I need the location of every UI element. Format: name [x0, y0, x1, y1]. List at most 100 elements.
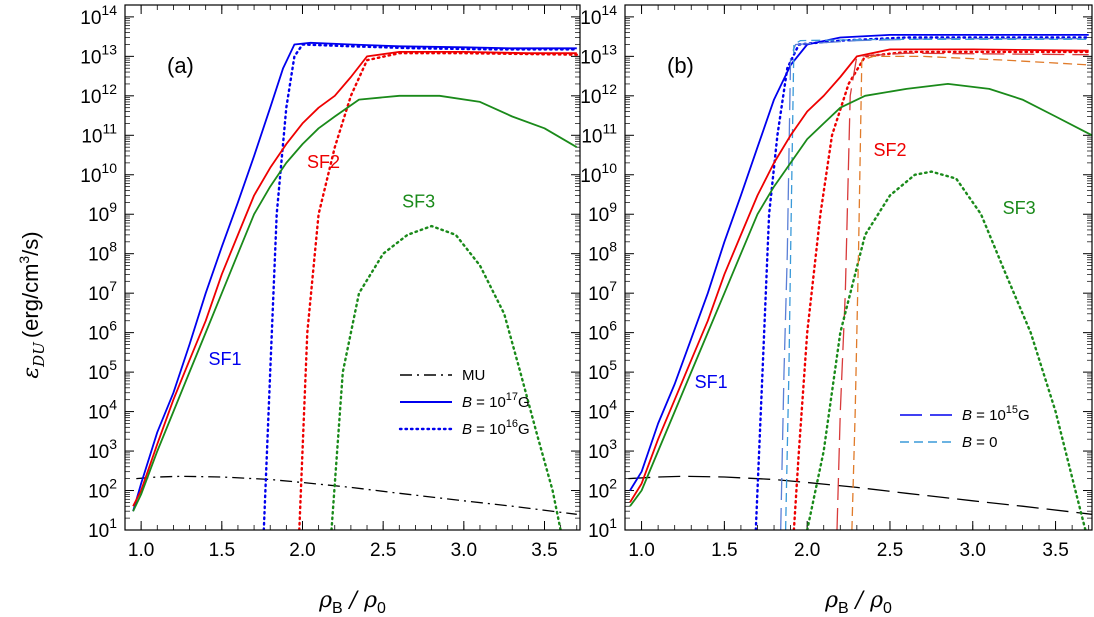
y-tick-label: 106	[588, 318, 617, 345]
y-axis-label-sup: 3	[16, 256, 32, 264]
y-tick-exponent: 7	[609, 278, 617, 294]
y-tick-label: 104	[588, 397, 617, 424]
legend-label-unit: G	[518, 421, 530, 438]
y-tick-base: 10	[588, 363, 609, 384]
y-tick-exponent: 3	[609, 436, 617, 452]
y-tick-exponent: 4	[609, 397, 617, 413]
legend-label-eq: = 10	[972, 407, 1006, 424]
y-tick-base: 10	[88, 205, 109, 226]
y-axis-label-unit: (erg/cm	[18, 264, 43, 339]
y-tick-label: 107	[88, 278, 117, 305]
x-axis-label-part: 0	[883, 600, 892, 617]
y-tick-exponent: 2	[109, 476, 117, 492]
y-tick-exponent: 5	[609, 357, 617, 373]
series-line-sf2-b-1e17g	[629, 48, 1089, 503]
y-tick-base: 10	[88, 324, 109, 345]
y-tick-base: 10	[88, 521, 109, 542]
y-tick-base: 10	[88, 245, 109, 266]
y-tick-base: 10	[588, 284, 609, 305]
y-axis-label-subscript: DU	[30, 341, 48, 368]
y-tick-exponent: 3	[109, 436, 117, 452]
legend-label-unit: G	[1018, 407, 1030, 424]
series-line-sf3-b-1e16g	[330, 224, 562, 530]
y-tick-exponent: 10	[601, 160, 617, 176]
y-tick-base: 10	[580, 87, 601, 108]
y-tick-label: 109	[88, 199, 117, 226]
x-axis-label: ρB / ρ0	[318, 588, 386, 617]
series-line-sf1-b-0	[784, 38, 1089, 530]
y-axis-label-symbol: ε	[19, 367, 44, 379]
y-tick-exponent: 2	[609, 476, 617, 492]
y-tick-base: 10	[580, 8, 601, 29]
y-tick-base: 10	[80, 166, 101, 187]
y-tick-base: 10	[588, 403, 609, 424]
legend-label-var: B	[962, 434, 972, 451]
x-axis-label-part: B	[838, 600, 849, 617]
y-tick-label: 101	[88, 515, 117, 542]
y-tick-base: 10	[88, 363, 109, 384]
legend-label: MU	[462, 367, 485, 384]
series-line-sf2-b-1e15g	[836, 52, 1089, 530]
series-line-sf2-b-1e17g	[132, 51, 577, 507]
y-tick-base: 10	[588, 482, 609, 503]
y-tick-exponent: 12	[601, 81, 617, 97]
x-tick-label: 2.0	[289, 540, 315, 561]
y-tick-label: 107	[588, 278, 617, 305]
legend-label-var: B	[962, 407, 972, 424]
x-tick-label: 3.0	[960, 540, 986, 561]
curve-label-sf2: SF2	[873, 140, 906, 160]
y-tick-exponent: 10	[101, 160, 117, 176]
y-tick-label: 104	[88, 397, 117, 424]
legend-label-sup: 16	[506, 418, 518, 430]
y-tick-exponent: 11	[602, 120, 617, 136]
series-line-sf3-b-1e17g	[629, 83, 1092, 507]
x-tick-label: 2.0	[794, 540, 820, 561]
y-tick-base: 10	[580, 47, 601, 68]
series-line-sf3-b-1e15g	[851, 55, 1092, 530]
y-tick-label: 109	[588, 199, 617, 226]
panel-label: (b)	[667, 53, 694, 78]
legend-label-eq: = 10	[472, 421, 506, 438]
legend-label-sup: 15	[1006, 404, 1018, 416]
legend-label: B = 1015G	[962, 404, 1030, 424]
y-tick-exponent: 9	[609, 199, 617, 215]
y-tick-label: 1012	[80, 81, 117, 108]
x-tick-label: 1.0	[128, 540, 154, 561]
y-tick-base: 10	[88, 482, 109, 503]
curve-label-sf1: SF1	[695, 372, 728, 392]
y-tick-base: 10	[588, 442, 609, 463]
series-line-sf1-b-1e16g	[262, 43, 578, 530]
series-line-sf3-b-1e17g	[132, 94, 578, 512]
x-tick-label: 3.0	[451, 540, 477, 561]
curve-label-sf2: SF2	[307, 152, 340, 172]
y-tick-label: 1010	[80, 160, 117, 187]
x-axis-label-part: ρ	[824, 588, 838, 613]
series-line-sf1-b-1e17g	[132, 41, 577, 512]
y-tick-exponent: 9	[109, 199, 117, 215]
y-tick-exponent: 1	[609, 515, 617, 531]
y-axis-label: εDU(erg/cm3/s)	[16, 231, 48, 378]
plot-frame	[624, 4, 1093, 531]
x-axis-label-part: B	[332, 600, 343, 617]
y-tick-exponent: 11	[102, 120, 117, 136]
series-line-mu	[136, 475, 577, 515]
panel-label: (a)	[167, 53, 194, 78]
y-tick-base: 10	[80, 87, 101, 108]
y-tick-base: 10	[588, 205, 609, 226]
y-tick-label: 1014	[580, 2, 617, 29]
y-tick-label: 102	[88, 476, 117, 503]
y-tick-exponent: 4	[109, 397, 117, 413]
legend-label-var: B	[462, 421, 472, 438]
y-tick-label: 105	[588, 357, 617, 384]
legend-label-eq: = 10	[472, 394, 506, 411]
y-tick-base: 10	[88, 403, 109, 424]
y-tick-exponent: 12	[101, 81, 117, 97]
series-line-sf1-b-1e15g	[780, 38, 1089, 530]
x-tick-label: 2.5	[877, 540, 903, 561]
series-line-sf2-b-1e16g	[792, 50, 1090, 530]
y-tick-base: 10	[81, 126, 102, 147]
y-tick-exponent: 8	[609, 239, 617, 255]
y-axis-label-tail: /s)	[18, 231, 43, 255]
legend-label: B = 1017G	[462, 391, 530, 411]
y-tick-label: 103	[588, 436, 617, 463]
